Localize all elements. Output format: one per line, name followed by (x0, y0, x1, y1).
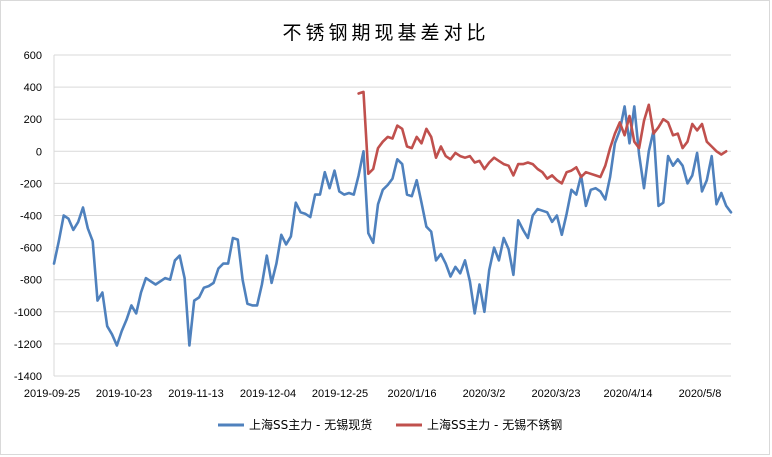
series-line-2 (357, 90, 728, 185)
gridlines (53, 54, 731, 377)
series-line-1 (52, 105, 733, 347)
series-lines (52, 90, 733, 347)
legend: 上海SS主力 - 无锡现货 上海SS主力 - 无锡不锈钢 (218, 417, 562, 432)
x-tick-label: 2019-09-25 (24, 388, 80, 400)
chart-title: 不锈钢期现基差对比 (282, 22, 490, 44)
x-tick-label: 2019-12-25 (312, 388, 368, 400)
y-tick-label: -400 (20, 211, 42, 223)
legend-label-1: 上海SS主力 - 无锡现货 (249, 417, 372, 432)
y-tick-label: -200 (20, 178, 42, 190)
y-tick-label: -1200 (14, 339, 42, 351)
x-tick-label: 2020/3/2 (463, 388, 506, 400)
x-tick-label: 2020/4/14 (604, 388, 653, 400)
x-tick-label: 2020/3/23 (532, 388, 581, 400)
y-tick-label: -1000 (14, 307, 42, 319)
y-tick-label: -1400 (14, 371, 42, 383)
y-tick-label: -800 (20, 275, 42, 287)
x-tick-label: 2019-10-23 (96, 388, 152, 400)
x-tick-label: 2020/5/8 (679, 388, 722, 400)
legend-label-2: 上海SS主力 - 无锡不锈钢 (427, 417, 562, 432)
y-tick-label: -600 (20, 243, 42, 255)
y-tick-label: 400 (24, 82, 42, 94)
y-axis-ticks: 600 400 200 0 -200 -400 -600 -800 -1000 -1200 -140… (14, 50, 42, 383)
y-tick-label: 0 (36, 146, 42, 158)
x-tick-label: 2019-12-04 (240, 388, 296, 400)
y-tick-label: 600 (24, 50, 42, 62)
x-axis-ticks: 2019-09-25 2019-10-23 2019-11-13 2019-12-04… (24, 388, 722, 400)
x-tick-label: 2019-11-13 (168, 388, 223, 400)
x-tick-label: 2020/1/16 (388, 388, 437, 400)
y-tick-label: 200 (24, 114, 42, 126)
